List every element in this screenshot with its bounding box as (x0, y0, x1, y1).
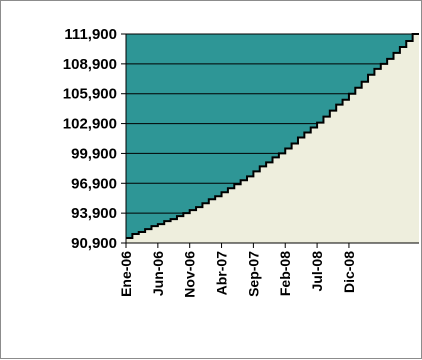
series-step-line (125, 33, 419, 240)
x-tick-label-1: Jun-06 (150, 251, 166, 296)
y-tick-label-7: 90,900 (71, 235, 117, 252)
x-tick-label-0: Ene-06 (118, 251, 134, 297)
y-tick-label-5: 96,900 (71, 175, 117, 192)
y-tick-label-3: 102,900 (63, 116, 117, 133)
y-tick-label-0: 111,900 (64, 26, 117, 43)
x-tick-label-3: Abr-07 (214, 251, 230, 296)
y-tick-label-1: 108,900 (63, 56, 117, 73)
x-tick-label-5: Feb-08 (277, 251, 293, 296)
x-tick-label-4: Sep-07 (245, 251, 261, 297)
x-tick-label-2: Nov-06 (182, 251, 198, 298)
y-tick-label-6: 93,900 (71, 205, 117, 222)
x-tick-label-7: Dic-08 (341, 251, 357, 293)
x-tick-label-6: Jul-08 (309, 251, 325, 292)
y-tick-label-2: 105,900 (63, 86, 117, 103)
y-tick-label-4: 99,900 (71, 145, 117, 162)
series-area-fill (126, 34, 419, 243)
